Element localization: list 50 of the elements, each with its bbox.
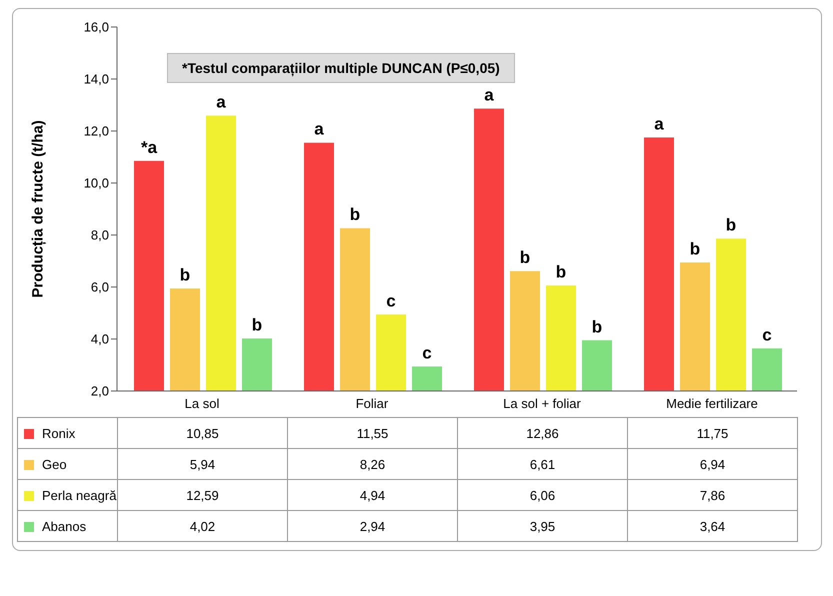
- annotation: b: [592, 317, 602, 336]
- annotation: b: [180, 266, 190, 285]
- data-label: 6,94: [628, 448, 798, 480]
- y-axis-title: Producția de fructe (t/ha): [29, 120, 46, 298]
- y-tick-label: 16,0: [84, 20, 109, 35]
- annotation: a: [484, 86, 494, 105]
- data-label: 8,26: [288, 448, 458, 480]
- annotation: b: [726, 216, 736, 235]
- data-label: 6,61: [458, 448, 628, 480]
- annotation: a: [314, 120, 324, 139]
- data-label: 12,86: [458, 418, 628, 448]
- data-label: 3,64: [628, 510, 798, 542]
- data-label: 5,94: [118, 448, 288, 480]
- annotation: *a: [140, 138, 158, 157]
- y-tick-label: 10,0: [84, 176, 109, 191]
- data-label: 6,06: [458, 480, 628, 510]
- y-tick-label: 6,0: [90, 280, 109, 295]
- y-tick-label: 8,0: [90, 228, 109, 243]
- annotation: c: [386, 292, 396, 311]
- annotation: a: [216, 92, 226, 112]
- annotation: b: [556, 262, 566, 282]
- x-tick-label: La sol + foliar: [503, 396, 582, 412]
- x-tick-label: Medie fertilizare: [666, 396, 758, 412]
- annotation: b: [520, 248, 530, 268]
- annotation: b: [690, 240, 700, 259]
- y-tick-label: 14,0: [84, 72, 109, 87]
- y-tick-label: 12,0: [84, 124, 109, 139]
- data-label: 2,94: [288, 510, 458, 542]
- annotation: a: [654, 114, 664, 134]
- x-tick-label: Foliar: [356, 396, 389, 412]
- x-tick-label: La sol: [184, 396, 220, 412]
- data-label: 11,55: [288, 418, 458, 448]
- data-label: 10,85: [118, 418, 288, 448]
- annotation: b: [350, 205, 360, 224]
- data-label: 11,75: [628, 418, 798, 448]
- legend-label: Geo: [42, 457, 67, 472]
- annotation: c: [422, 344, 432, 363]
- annotation: c: [762, 325, 772, 344]
- data-label: 12,59: [118, 480, 288, 510]
- legend-label: Perla neagră: [42, 488, 116, 504]
- y-tick-label: 2,0: [90, 384, 109, 399]
- y-tick-label: 4,0: [90, 332, 109, 347]
- data-label: 4,94: [288, 480, 458, 510]
- legend-label: Ronix: [42, 426, 76, 442]
- legend-label: Abanos: [42, 519, 86, 534]
- data-label: 7,86: [628, 480, 798, 510]
- annotation: b: [252, 315, 262, 334]
- annotation: *Testul comparațiilor multiple DUNCAN (P≤0,05): [167, 53, 515, 83]
- data-label: 3,95: [458, 510, 628, 542]
- data-label: 4,02: [118, 510, 288, 542]
